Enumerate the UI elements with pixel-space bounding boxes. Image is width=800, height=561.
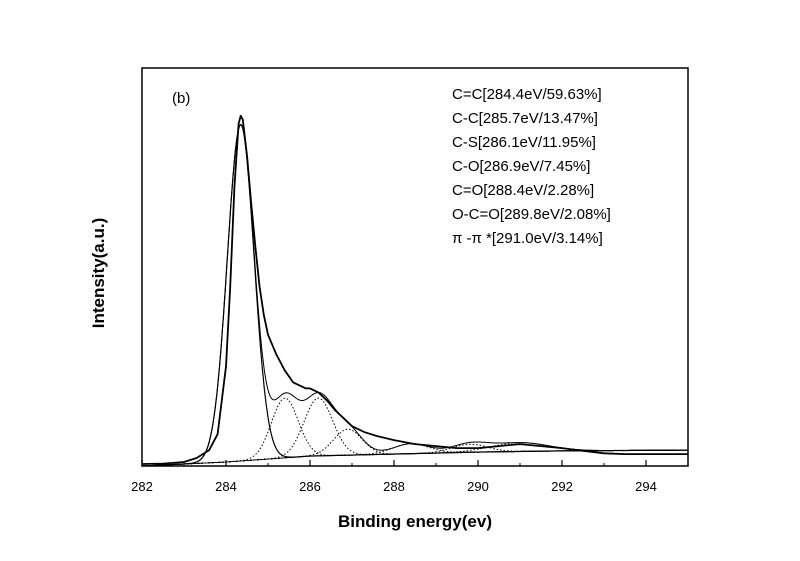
panel-label: (b) [172,90,190,107]
measured-spectrum-line [141,114,688,465]
legend-entry-c-eq-o: C=O[288.4eV/2.28%] [452,182,594,199]
legend-entry-pi-pi-star: π -π *[291.0eV/3.14%] [452,230,603,247]
x-tick-label: 294 [635,479,657,494]
x-axis-ticks: 282 284 286 288 290 292 294 [131,460,657,494]
x-tick-label: 292 [551,479,573,494]
legend-entry-c-eq-c: C=C[284.4eV/59.63%] [452,86,602,103]
fit-component-curve-7 [142,442,688,467]
x-tick-label: 284 [215,479,237,494]
x-tick-label: 288 [383,479,405,494]
legend: C=C[284.4eV/59.63%] C-C[285.7eV/13.47%] … [452,86,611,247]
legend-entry-o-c-eq-o: O-C=O[289.8eV/2.08%] [452,206,611,223]
y-axis-title: Intensity(a.u.) [89,218,108,329]
legend-entry-c-s: C-S[286.1eV/11.95%] [452,134,596,151]
spectrum-curves [141,114,688,467]
legend-entry-c-c: C-C[285.7eV/13.47%] [452,110,598,127]
x-axis-title: Binding energy(ev) [338,512,492,531]
plot-frame [141,67,689,467]
x-tick-label: 282 [131,479,153,494]
legend-entry-c-o: C-O[286.9eV/7.45%] [452,158,590,175]
x-tick-label: 286 [299,479,321,494]
x-tick-label: 290 [467,479,489,494]
